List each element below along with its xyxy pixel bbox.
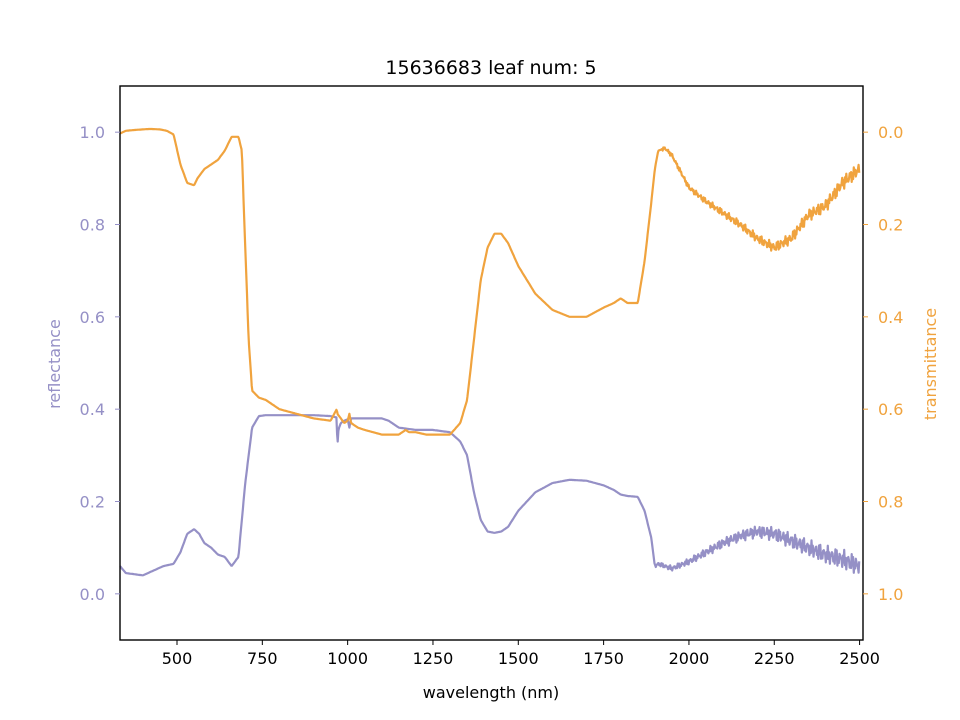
plot-frame <box>119 85 864 641</box>
y-tick-label-right: 0.2 <box>878 216 903 235</box>
y-tick-label-right: 1.0 <box>878 585 903 604</box>
y-axis-label-right: transmittance <box>921 308 940 420</box>
x-tick-label: 750 <box>247 649 278 668</box>
y-tick-label-left: 0.0 <box>80 585 105 604</box>
x-tick-label: 1750 <box>583 649 624 668</box>
series-line-reflectance <box>119 414 861 577</box>
y-tick-label-right: 0.8 <box>878 493 903 512</box>
y-tick-label-left: 0.2 <box>80 493 105 512</box>
y-tick-label-right: 0.4 <box>878 308 903 327</box>
y-tick-label-right: 0.6 <box>878 400 903 419</box>
axes-layer: 500 750 1000 1250 1500 1750 2000 2250 2500 0.0 0.2… <box>80 85 903 668</box>
x-tick-label: 1500 <box>498 649 539 668</box>
y-tick-label-left: 0.8 <box>80 216 105 235</box>
series-line-transmittance <box>119 127 861 436</box>
x-tick-label: 2000 <box>669 649 710 668</box>
x-tick-label: 2250 <box>754 649 795 668</box>
series-layer <box>119 127 861 577</box>
y-tick-label-right: 0.0 <box>878 123 903 142</box>
y-tick-label-left: 1.0 <box>80 123 105 142</box>
x-tick-label: 1000 <box>327 649 368 668</box>
y-tick-label-left: 0.4 <box>80 400 105 419</box>
x-tick-label: 1250 <box>413 649 454 668</box>
x-tick-label: 500 <box>162 649 193 668</box>
y-tick-label-left: 0.6 <box>80 308 105 327</box>
y-axis-label-left: reflectance <box>45 319 64 409</box>
x-tick-label: 2500 <box>839 649 880 668</box>
chart-title: 15636683 leaf num: 5 <box>385 57 596 79</box>
x-axis-label: wavelength (nm) <box>423 683 560 702</box>
